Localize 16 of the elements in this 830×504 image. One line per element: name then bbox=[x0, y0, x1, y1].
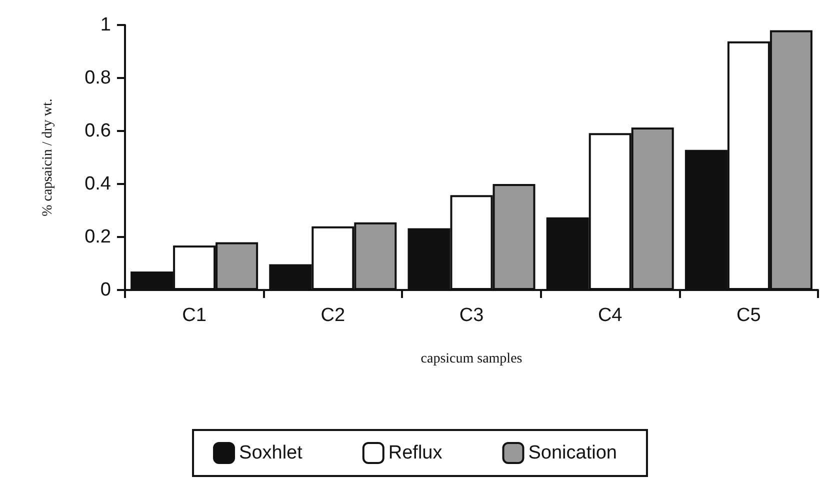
legend-label: Sonication bbox=[528, 442, 617, 464]
y-axis-title: % capsaicin / dry wt. bbox=[40, 98, 56, 216]
legend-label: Reflux bbox=[388, 442, 443, 464]
x-tick-label: C2 bbox=[320, 305, 346, 326]
x-tick-label: C3 bbox=[459, 305, 484, 326]
y-tick-label: 0.6 bbox=[84, 120, 111, 142]
x-tick-label: C1 bbox=[182, 305, 206, 326]
y-tick-label: 0.4 bbox=[84, 174, 112, 194]
x-tick-label: C5 bbox=[736, 305, 761, 326]
y-tick-label: 0.8 bbox=[84, 68, 111, 88]
legend-label: Soxhlet bbox=[239, 442, 304, 464]
x-axis-title: capsicum samples bbox=[420, 352, 522, 366]
x-tick-label: C4 bbox=[598, 305, 623, 326]
y-tick-label: 0.2 bbox=[84, 226, 111, 248]
y-tick-label: 1 bbox=[100, 14, 111, 36]
y-tick-label: 0 bbox=[100, 280, 111, 300]
